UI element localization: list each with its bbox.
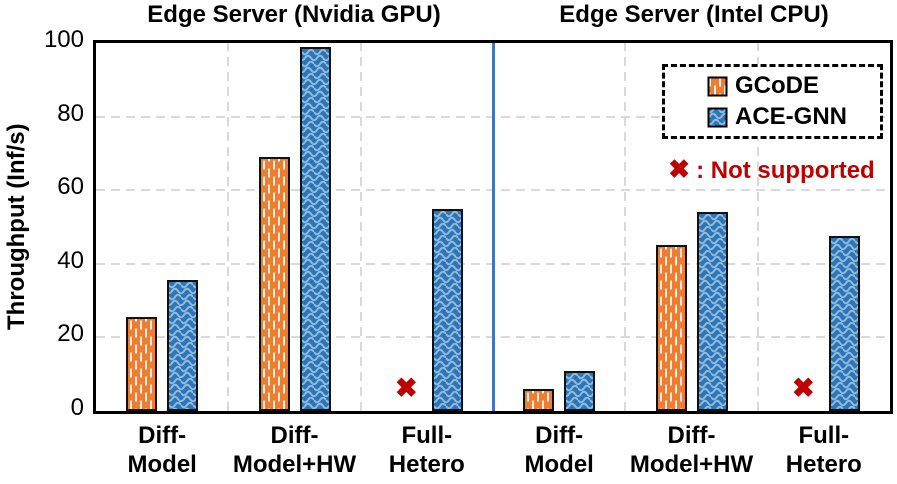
not-supported-note: ✖: Not supported (650, 155, 893, 185)
x-category-label: Diff- Model (483, 421, 635, 479)
x-category-label: Diff- Model+HW (615, 421, 767, 479)
x-category-label-line: Hetero (785, 451, 862, 478)
bar-ace-gnn-full-hetero (828, 236, 860, 411)
bar-ace-gnn-diff-model+hw (299, 47, 331, 411)
x-category-label-line: Diff- (270, 422, 319, 449)
vertical-gridline (227, 43, 230, 411)
y-tick-label: 20 (57, 320, 84, 348)
y-tick-label: 60 (57, 173, 84, 201)
x-category-label-line: Diff- (535, 422, 584, 449)
x-mark-icon: ✖ (668, 154, 691, 184)
y-tick-label: 40 (57, 246, 84, 274)
vertical-gridline (756, 43, 759, 411)
y-tick-label: 80 (57, 99, 84, 127)
panel-title-cpu: Edge Server (Intel CPU) (559, 1, 829, 28)
legend-item-gcode: GCoDE (707, 73, 880, 99)
ace-gnn-pattern-swatch-icon (707, 107, 728, 127)
x-category-label-line: Model+HW (232, 451, 357, 478)
panel-divider (491, 43, 495, 411)
y-tick-label: 100 (43, 26, 84, 53)
bar-gcode-diff-model (523, 389, 555, 411)
x-category-label-line: Hetero (388, 451, 465, 478)
bar-gcode-diff-model+hw (655, 245, 687, 411)
vertical-gridline (624, 43, 627, 411)
not-supported-x-icon: ✖ (792, 373, 815, 403)
legend-label-ace-gnn: ACE-GNN (735, 103, 847, 130)
bar-gcode-diff-model (126, 317, 158, 411)
bar-ace-gnn-diff-model (564, 371, 596, 411)
not-supported-text: : Not supported (696, 157, 875, 184)
bar-ace-gnn-diff-model+hw (696, 212, 728, 411)
x-category-label-line: Diff- (138, 422, 187, 449)
x-category-label-line: Diff- (667, 422, 716, 449)
x-category-label-line: Full- (401, 422, 453, 449)
gcode-pattern-swatch-icon (707, 76, 728, 96)
legend: GCoDE ACE-GNN (662, 64, 883, 139)
x-category-label: Full- Hetero (748, 421, 897, 479)
panel-title-gpu: Edge Server (Nvidia GPU) (147, 1, 441, 28)
not-supported-x-icon: ✖ (395, 373, 418, 403)
x-category-label: Diff- Model+HW (218, 421, 370, 479)
y-tick-label: 0 (70, 394, 84, 421)
legend-item-ace-gnn: ACE-GNN (707, 104, 880, 130)
x-category-label: Full- Hetero (351, 421, 503, 479)
bar-ace-gnn-diff-model (167, 280, 199, 411)
x-category-label-line: Model+HW (629, 451, 754, 478)
x-category-label: Diff- Model (86, 421, 238, 479)
bar-gcode-diff-model+hw (258, 157, 290, 411)
legend-label-gcode: GCoDE (735, 72, 819, 99)
y-axis-label: Throughput (Inf/s) (3, 123, 30, 331)
x-category-label-line: Model (524, 451, 594, 478)
x-category-label-line: Full- (798, 422, 850, 449)
bar-ace-gnn-full-hetero (431, 209, 463, 411)
vertical-gridline (359, 43, 362, 411)
x-category-label-line: Model (127, 451, 197, 478)
